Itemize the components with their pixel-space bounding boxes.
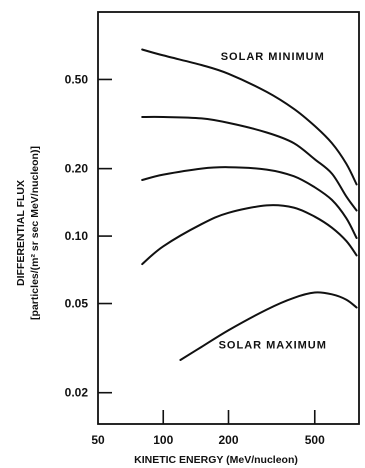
y-axis-label-line1: DIFFERENTIAL FLUX [15,180,27,286]
flux-curve-4 [141,204,358,266]
y-axis-label: DIFFERENTIAL FLUX [particles/(m² sr sec … [15,146,41,320]
y-axis-label-line2: [particles/(m² sr sec MeV/nucleon)] [29,146,41,320]
flux-curve-2 [141,115,358,212]
x-tick-label: 200 [218,433,238,447]
y-tick-label: 0.50 [65,72,89,86]
flux-curves [141,48,358,361]
x-tick-label: 500 [305,433,325,447]
solar-maximum-label: SOLAR MAXIMUM [219,339,327,351]
y-tick-label: 0.05 [65,297,89,311]
x-axis-ticks: 50 100 200 500 [91,410,325,447]
flux-curve-5 [179,291,358,361]
x-tick-label: 50 [91,433,105,447]
y-tick-label: 0.02 [65,386,89,400]
flux-curve-1 [141,48,358,186]
x-tick-label: 100 [153,433,173,447]
y-tick-label: 0.10 [65,229,89,243]
annotations: SOLAR MINIMUM SOLAR MAXIMUM [219,51,327,351]
solar-minimum-label: SOLAR MINIMUM [221,51,325,63]
y-tick-label: 0.20 [65,162,89,176]
flux-curve-3 [141,166,358,239]
x-axis-label: KINETIC ENERGY (MeV/nucleon) [134,454,298,466]
y-axis-ticks: 0.02 0.05 0.10 0.20 0.50 [65,72,112,400]
